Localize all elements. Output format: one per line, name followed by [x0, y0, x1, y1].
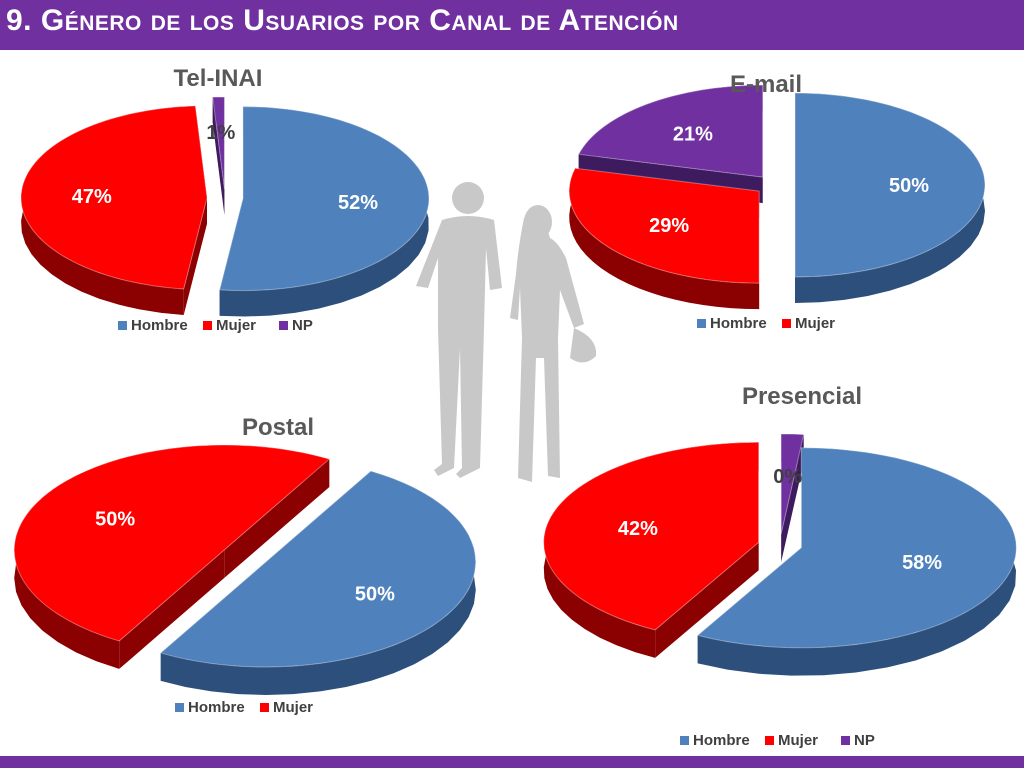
legend-label-hombre: Hombre — [710, 315, 767, 332]
legend-label-np: NP — [292, 317, 313, 334]
legend-label-mujer: Mujer — [216, 317, 256, 334]
chart-title: Tel-INAI — [174, 65, 263, 92]
chart-title: Postal — [242, 414, 314, 441]
legend-label-hombre: Hombre — [693, 732, 750, 749]
legend-swatch-hombre — [118, 321, 127, 330]
legend-swatch-hombre — [680, 736, 689, 745]
slice-label-mujer: 42% — [618, 518, 658, 540]
legend-label-np: NP — [854, 732, 875, 749]
slice-mujer — [568, 167, 760, 284]
slice-label-np: 0% — [773, 466, 802, 488]
slice-label-mujer: 50% — [95, 509, 135, 531]
slice-wall-mujer-0 — [183, 197, 208, 315]
slice-np — [780, 433, 805, 535]
couple-silhouette-icon — [416, 182, 597, 482]
slice-label-np: 1% — [206, 122, 235, 144]
slice-hombre — [794, 92, 986, 278]
slide-title: 9. Género de los Usuarios por Canal de A… — [6, 4, 679, 37]
pie-chart-0: 52% 47% 1% Tel-INAI Hombre Mujer NP — [20, 65, 430, 334]
slice-hombre — [696, 447, 1017, 649]
slice-label-hombre: 58% — [902, 552, 942, 574]
legend-swatch-mujer — [782, 319, 791, 328]
legend-label-mujer: Mujer — [795, 315, 835, 332]
bottom-bar — [0, 756, 1024, 768]
slice-side-hombre — [160, 471, 476, 695]
chart-title: Presencial — [742, 383, 862, 410]
slice-side-mujer — [569, 168, 760, 310]
slice-label-mujer: 29% — [649, 215, 689, 237]
legend-label-mujer: Mujer — [778, 732, 818, 749]
slice-side-hombre — [697, 447, 1017, 676]
legend-label-hombre: Hombre — [188, 699, 245, 716]
slice-np — [212, 96, 225, 190]
chart-title: E-mail — [730, 71, 802, 98]
slice-mujer — [543, 441, 760, 631]
legend-swatch-mujer — [203, 321, 212, 330]
legend-swatch-mujer — [260, 703, 269, 712]
slice-label-np: 21% — [673, 123, 713, 145]
slice-label-hombre: 50% — [355, 584, 395, 606]
pie-chart-2: 50% 50% Postal Hombre Mujer — [13, 414, 477, 716]
slice-hombre — [159, 470, 477, 668]
legend-swatch-hombre — [697, 319, 706, 328]
slice-label-mujer: 47% — [72, 186, 112, 208]
slice-hombre — [219, 106, 430, 292]
slice-wall-mujer-0 — [119, 550, 225, 669]
legend-swatch-np — [841, 736, 850, 745]
slice-mujer — [13, 444, 331, 642]
legend-swatch-hombre — [175, 703, 184, 712]
legend-label-hombre: Hombre — [131, 317, 188, 334]
slice-label-hombre: 50% — [889, 175, 929, 197]
title-bar: 9. Género de los Usuarios por Canal de A… — [0, 0, 1024, 50]
pie-chart-3: 58% 42% 0% Presencial Hombre Mujer NP — [543, 383, 1017, 749]
legend-label-mujer: Mujer — [273, 699, 313, 716]
slice-wall-np-0 — [212, 97, 225, 216]
slice-wall-mujer-0 — [655, 542, 759, 658]
legend-swatch-mujer — [765, 736, 774, 745]
legend-swatch-np — [279, 321, 288, 330]
slice-label-hombre: 52% — [338, 192, 378, 214]
slice-np — [577, 84, 764, 178]
pie-chart-1: 50% 29% 21% E-mail Hombre Mujer — [568, 71, 986, 332]
slice-mujer — [20, 105, 208, 290]
slice-wall-mujer-1 — [224, 459, 330, 578]
slice-wall-np-1 — [781, 434, 804, 563]
